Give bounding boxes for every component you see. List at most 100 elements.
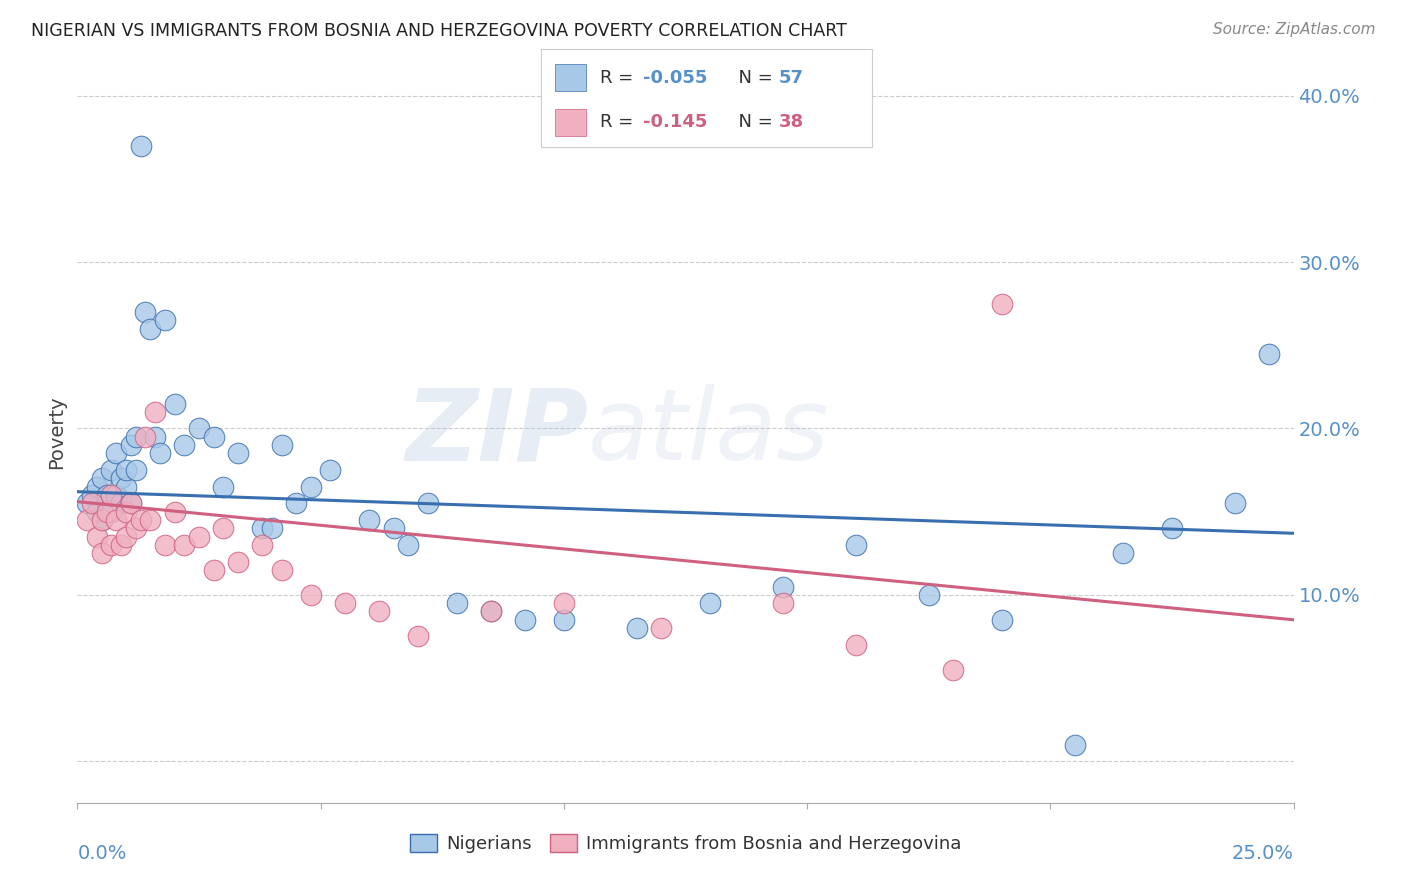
Legend: Nigerians, Immigrants from Bosnia and Herzegovina: Nigerians, Immigrants from Bosnia and He… bbox=[402, 827, 969, 861]
Point bbox=[86, 530, 108, 544]
Point bbox=[143, 430, 166, 444]
Point bbox=[845, 538, 868, 552]
Point bbox=[115, 505, 138, 519]
Point bbox=[479, 605, 502, 619]
Y-axis label: Poverty: Poverty bbox=[48, 396, 66, 469]
Point bbox=[359, 513, 381, 527]
Point bbox=[212, 521, 235, 535]
Point bbox=[163, 396, 186, 410]
Point bbox=[105, 513, 128, 527]
Point bbox=[120, 496, 142, 510]
Point bbox=[96, 496, 118, 510]
Point bbox=[173, 538, 195, 552]
Text: Source: ZipAtlas.com: Source: ZipAtlas.com bbox=[1212, 22, 1375, 37]
Point bbox=[202, 430, 225, 444]
Point bbox=[153, 313, 176, 327]
Point bbox=[115, 480, 138, 494]
Point bbox=[125, 521, 148, 535]
Text: 57: 57 bbox=[779, 69, 804, 87]
Point bbox=[120, 496, 142, 510]
Point bbox=[90, 471, 112, 485]
Point bbox=[86, 480, 108, 494]
Point bbox=[250, 538, 273, 552]
Point bbox=[1063, 738, 1085, 752]
Point bbox=[382, 521, 405, 535]
Point bbox=[270, 563, 292, 577]
Point bbox=[90, 513, 112, 527]
Point bbox=[86, 505, 108, 519]
Point bbox=[446, 596, 468, 610]
Point bbox=[299, 480, 322, 494]
Point bbox=[188, 421, 211, 435]
Point bbox=[1112, 546, 1135, 560]
Text: N =: N = bbox=[727, 113, 779, 131]
Point bbox=[100, 505, 122, 519]
Point bbox=[416, 496, 439, 510]
Point bbox=[942, 663, 965, 677]
Point bbox=[202, 563, 225, 577]
Point bbox=[129, 138, 152, 153]
Point bbox=[100, 488, 122, 502]
Text: 0.0%: 0.0% bbox=[77, 845, 127, 863]
Point bbox=[188, 530, 211, 544]
Point bbox=[772, 580, 794, 594]
Point bbox=[90, 513, 112, 527]
Point bbox=[129, 513, 152, 527]
Point bbox=[319, 463, 342, 477]
Point bbox=[285, 496, 308, 510]
Text: atlas: atlas bbox=[588, 384, 830, 481]
Point bbox=[553, 596, 575, 610]
Text: ZIP: ZIP bbox=[405, 384, 588, 481]
Point bbox=[134, 305, 156, 319]
Text: N =: N = bbox=[727, 69, 779, 87]
Point bbox=[125, 430, 148, 444]
Point bbox=[1223, 496, 1246, 510]
Point bbox=[173, 438, 195, 452]
Point bbox=[553, 613, 575, 627]
Point bbox=[990, 613, 1012, 627]
Point bbox=[76, 496, 98, 510]
Point bbox=[76, 513, 98, 527]
Point bbox=[650, 621, 672, 635]
Point bbox=[479, 605, 502, 619]
Point bbox=[100, 463, 122, 477]
Point bbox=[90, 546, 112, 560]
Point bbox=[396, 538, 419, 552]
Point bbox=[134, 430, 156, 444]
Point bbox=[299, 588, 322, 602]
Point bbox=[368, 605, 391, 619]
Text: -0.145: -0.145 bbox=[643, 113, 707, 131]
Point bbox=[125, 463, 148, 477]
Point bbox=[139, 513, 162, 527]
Point bbox=[772, 596, 794, 610]
Point bbox=[110, 496, 132, 510]
Point bbox=[143, 405, 166, 419]
Point bbox=[96, 488, 118, 502]
Point bbox=[270, 438, 292, 452]
Text: R =: R = bbox=[600, 69, 640, 87]
Point bbox=[845, 638, 868, 652]
Point bbox=[406, 629, 429, 643]
Point bbox=[96, 505, 118, 519]
Point bbox=[226, 555, 249, 569]
Point bbox=[115, 463, 138, 477]
Point bbox=[1161, 521, 1184, 535]
Point bbox=[513, 613, 536, 627]
Point bbox=[105, 488, 128, 502]
Text: NIGERIAN VS IMMIGRANTS FROM BOSNIA AND HERZEGOVINA POVERTY CORRELATION CHART: NIGERIAN VS IMMIGRANTS FROM BOSNIA AND H… bbox=[31, 22, 846, 40]
Point bbox=[100, 538, 122, 552]
Point bbox=[918, 588, 941, 602]
Point bbox=[990, 296, 1012, 310]
Point bbox=[226, 446, 249, 460]
Point bbox=[260, 521, 283, 535]
Point bbox=[80, 496, 103, 510]
Point bbox=[626, 621, 648, 635]
Point bbox=[153, 538, 176, 552]
Point bbox=[105, 446, 128, 460]
Text: 25.0%: 25.0% bbox=[1232, 845, 1294, 863]
Point bbox=[80, 488, 103, 502]
Point bbox=[250, 521, 273, 535]
Point bbox=[212, 480, 235, 494]
Point bbox=[699, 596, 721, 610]
Point bbox=[1258, 346, 1281, 360]
